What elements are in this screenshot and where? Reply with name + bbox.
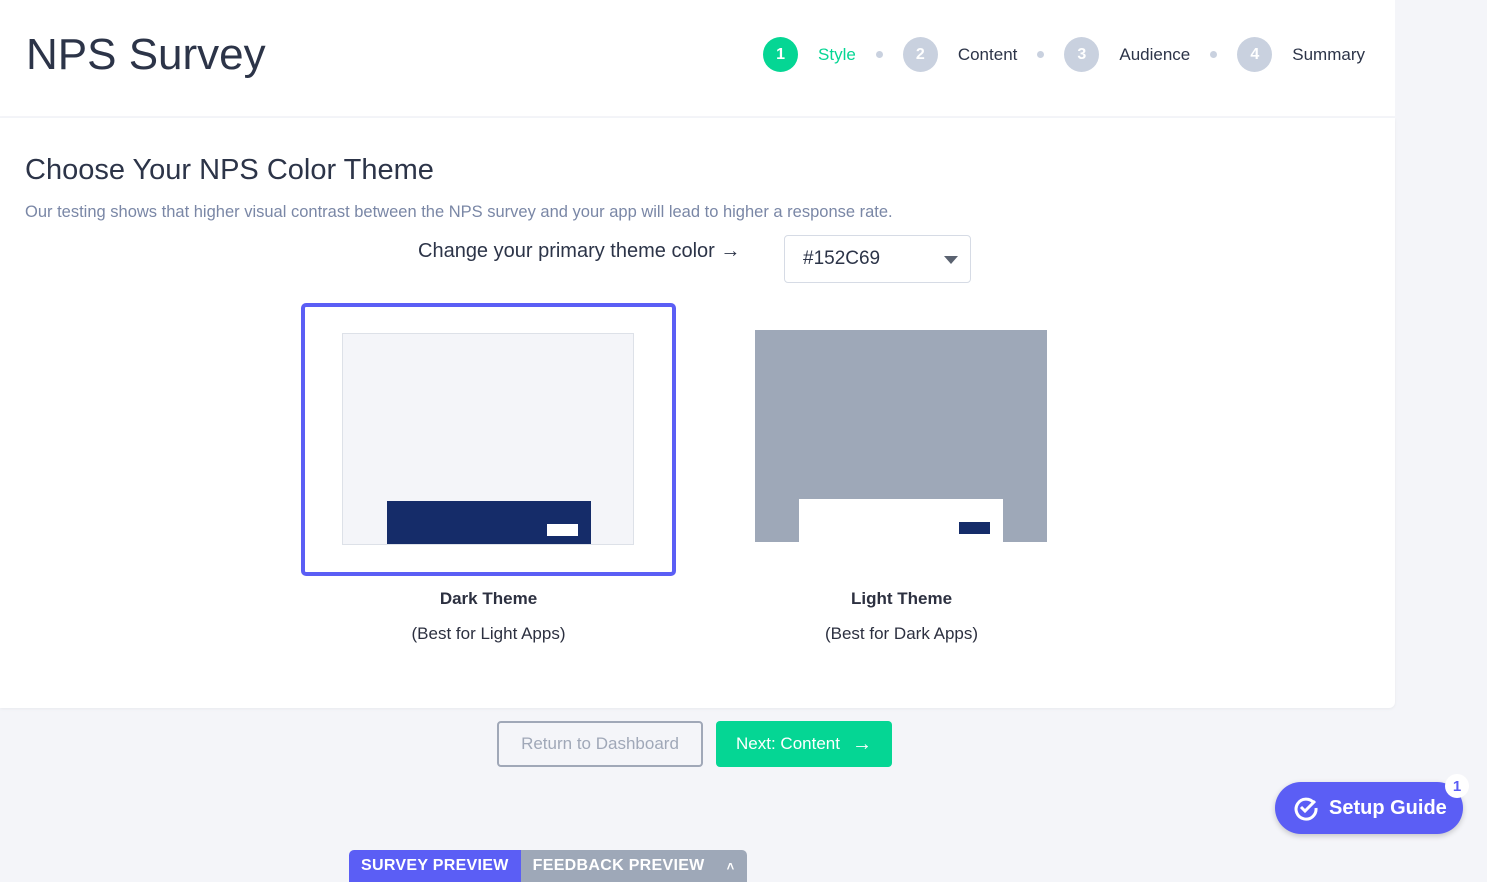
- step-label: Summary: [1292, 44, 1365, 64]
- color-value: #152C69: [803, 248, 881, 269]
- preview-button: [959, 522, 990, 534]
- dark-theme-option[interactable]: [301, 303, 676, 576]
- step-content[interactable]: 2 Content: [902, 37, 1018, 72]
- preview-tabs: SURVEY PREVIEW FEEDBACK PREVIEW ˄: [349, 850, 747, 882]
- color-label: Change your primary theme color →: [418, 240, 741, 262]
- step-label: Content: [957, 44, 1018, 64]
- preview-button: [547, 524, 578, 536]
- step-separator: [1210, 51, 1218, 58]
- step-style[interactable]: 1 Style: [763, 37, 856, 72]
- step-number: 2: [902, 37, 938, 72]
- check-circle-icon: [1294, 797, 1318, 821]
- step-audience[interactable]: 3 Audience: [1064, 37, 1190, 72]
- step-summary[interactable]: 4 Summary: [1237, 37, 1365, 72]
- step-number: 1: [763, 37, 799, 72]
- step-number: 4: [1237, 37, 1273, 72]
- chevron-up-double-icon[interactable]: ˄: [726, 858, 735, 874]
- preview-survey-bar: [387, 501, 591, 544]
- feedback-preview-label: FEEDBACK PREVIEW: [532, 857, 705, 874]
- chevron-down-icon: [944, 256, 958, 264]
- step-separator: [875, 51, 883, 58]
- step-separator: [1037, 51, 1045, 58]
- step-label: Audience: [1119, 44, 1191, 64]
- step-label: Style: [818, 44, 856, 64]
- page-title: NPS Survey: [26, 30, 266, 79]
- light-theme-subtitle: (Best for Dark Apps): [824, 624, 979, 643]
- notification-badge: 1: [1445, 774, 1469, 798]
- step-number: 3: [1064, 37, 1100, 72]
- arrow-right-icon: →: [851, 732, 872, 755]
- preview-survey-bar: [799, 499, 1003, 542]
- section-heading: Choose Your NPS Color Theme: [25, 154, 434, 186]
- next-label: Next: Content: [736, 734, 840, 753]
- light-theme-title: Light Theme: [850, 589, 953, 608]
- next-content-button[interactable]: Next: Content →: [716, 721, 892, 767]
- header: NPS Survey 1 Style 2 Content 3 Audience 4 Su…: [0, 0, 1395, 116]
- dark-theme-subtitle: (Best for Light Apps): [411, 624, 566, 643]
- theme-card: Choose Your NPS Color Theme Our testing …: [0, 118, 1395, 708]
- dark-theme-preview: [342, 333, 634, 545]
- setup-guide-label: Setup Guide: [1329, 796, 1447, 819]
- light-theme-option[interactable]: [717, 303, 1092, 576]
- tab-feedback-preview[interactable]: FEEDBACK PREVIEW ˄: [520, 850, 747, 882]
- stepper: 1 Style 2 Content 3 Audience 4 Summary: [763, 37, 1365, 72]
- dark-theme-title: Dark Theme: [439, 589, 538, 608]
- tab-survey-preview[interactable]: SURVEY PREVIEW: [349, 850, 521, 882]
- return-to-dashboard-button[interactable]: Return to Dashboard: [497, 721, 703, 767]
- section-subtitle: Our testing shows that higher visual con…: [25, 203, 893, 221]
- setup-guide-button[interactable]: Setup Guide 1: [1275, 774, 1469, 834]
- light-theme-preview: [755, 330, 1047, 542]
- theme-color-select[interactable]: #152C69: [784, 235, 971, 283]
